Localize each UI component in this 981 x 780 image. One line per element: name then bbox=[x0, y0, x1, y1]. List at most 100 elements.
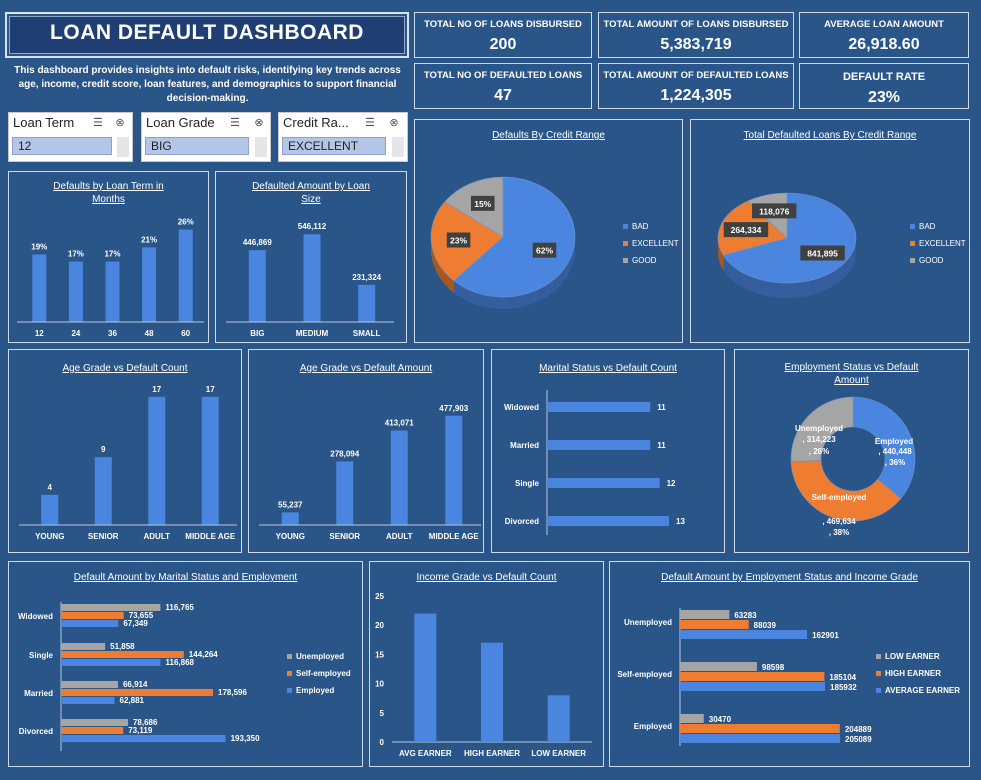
slicer-title: Loan Grade bbox=[146, 115, 215, 130]
data-label: 17 bbox=[152, 385, 161, 394]
data-label: 17% bbox=[68, 250, 84, 259]
data-label: 193,350 bbox=[231, 734, 260, 743]
data-label: , 440,448 bbox=[878, 447, 912, 456]
multi-select-icon[interactable]: ☰ bbox=[365, 117, 375, 129]
data-label: 21% bbox=[141, 235, 157, 244]
slicer-scrollbar[interactable] bbox=[392, 137, 404, 157]
data-label: 264,334 bbox=[731, 225, 762, 235]
kpi-value: 47 bbox=[494, 87, 512, 104]
legend-swatch bbox=[287, 671, 292, 676]
bar bbox=[680, 714, 704, 723]
y-tick-label: 20 bbox=[375, 621, 384, 630]
donut-slice bbox=[852, 396, 916, 499]
slicer-scrollbar[interactable] bbox=[117, 137, 129, 157]
legend-label: HIGH EARNER bbox=[885, 669, 941, 678]
bar bbox=[680, 734, 840, 743]
bar bbox=[61, 697, 115, 704]
category-label: Self-employed bbox=[617, 670, 672, 679]
clear-filter-icon[interactable]: ⊗ bbox=[254, 117, 264, 129]
data-label-box bbox=[723, 222, 769, 238]
bar bbox=[680, 630, 808, 639]
slicer-item[interactable]: 12 bbox=[12, 137, 112, 155]
bar bbox=[41, 494, 59, 525]
kpi-value: 23% bbox=[867, 89, 901, 106]
chart-title: Defaults By Credit Range bbox=[492, 130, 605, 141]
bar bbox=[61, 659, 161, 666]
donut-slice bbox=[790, 460, 902, 522]
slicer-item[interactable]: EXCELLENT bbox=[282, 137, 386, 155]
y-tick-label: 15 bbox=[375, 650, 384, 659]
data-label: 51,858 bbox=[110, 642, 135, 651]
data-label: Self-​employed bbox=[812, 493, 867, 502]
chart-title: Total Defaulted Loans By Credit Range bbox=[743, 130, 917, 141]
data-label: , 38% bbox=[829, 528, 849, 537]
data-label: 23% bbox=[450, 236, 467, 246]
legend-swatch bbox=[623, 241, 628, 246]
bar bbox=[680, 610, 730, 619]
slicer-scrollbar[interactable] bbox=[255, 137, 267, 157]
chart-income-count: 0 5 10 15 20 25 AVG EARNER HIGH EARNER LOW EARNE… bbox=[375, 592, 592, 758]
bar bbox=[547, 478, 660, 488]
legend-label: GOOD bbox=[632, 256, 657, 265]
bar bbox=[61, 612, 124, 619]
data-label: 116,868 bbox=[165, 658, 194, 667]
bar bbox=[105, 261, 120, 322]
data-label: 17% bbox=[104, 250, 120, 259]
kpi-total-amount: TOTAL AMOUNT OF LOANS DISBURSED 5,383,71… bbox=[598, 12, 794, 58]
y-tick-label: 0 bbox=[380, 738, 385, 747]
chart-credit-pie: 62% 23% 15% BAD EXCELLENT GOOD bbox=[430, 176, 679, 309]
clear-filter-icon[interactable]: ⊗ bbox=[115, 117, 125, 129]
bar bbox=[680, 682, 826, 691]
data-label: , 314,223 bbox=[802, 435, 836, 444]
panel-income-count: Income Grade vs Default Count 0 5 10 15 20 25… bbox=[369, 561, 604, 767]
legend-swatch bbox=[287, 688, 292, 693]
category-label: BIG bbox=[250, 329, 264, 338]
chart-loan-term: 19% 12 17% 24 17% 36 21% 48 26% 60 bbox=[17, 218, 204, 338]
legend-swatch bbox=[876, 654, 881, 659]
kpi-value: 5,383,719 bbox=[660, 36, 732, 53]
category-label: ADULT bbox=[386, 532, 413, 541]
donut-slice bbox=[790, 396, 854, 462]
category-label: 60 bbox=[181, 329, 190, 338]
clear-filter-icon[interactable]: ⊗ bbox=[389, 117, 399, 129]
data-label-box bbox=[446, 232, 471, 248]
dashboard-description: This dashboard provides insights into de… bbox=[14, 65, 401, 104]
panel-employment-donut: Employment Status vs Default Amount Empl… bbox=[734, 349, 969, 553]
category-label: Widowed bbox=[504, 403, 539, 412]
legend-label: LOW EARNER bbox=[885, 652, 940, 661]
bar bbox=[680, 672, 825, 681]
panel-credit-pie: Defaults By Credit Range 62% 23% 15% BAD EXC… bbox=[414, 119, 683, 343]
chart-title: Default Amount by Employment Status and … bbox=[661, 572, 918, 583]
multi-select-icon[interactable]: ☰ bbox=[93, 117, 103, 129]
data-label: 26% bbox=[178, 218, 194, 227]
chart-title: Age Grade vs Default Amount bbox=[299, 363, 433, 374]
slicer-loan-grade: Loan Grade ☰ ⊗ BIG bbox=[141, 112, 271, 162]
slicer-loan-term: Loan Term ☰ ⊗ 12 bbox=[8, 112, 133, 162]
category-label: SENIOR bbox=[329, 532, 360, 541]
multi-select-icon[interactable]: ☰ bbox=[230, 117, 240, 129]
slicer-item[interactable]: BIG bbox=[145, 137, 249, 155]
legend-label: GOOD bbox=[919, 256, 944, 265]
bar bbox=[547, 440, 651, 450]
category-label: Single bbox=[515, 479, 540, 488]
bar bbox=[61, 719, 128, 726]
data-label: 841,895 bbox=[807, 249, 838, 259]
kpi-label: TOTAL NO OF DEFAULTED LOANS bbox=[423, 70, 583, 81]
data-label: 204889 bbox=[845, 725, 872, 734]
bar bbox=[680, 662, 757, 671]
data-label: 178,596 bbox=[218, 688, 247, 697]
category-label: 36 bbox=[108, 329, 117, 338]
y-tick-label: 10 bbox=[375, 680, 384, 689]
data-label: 477,903 bbox=[439, 404, 468, 413]
kpi-value: 26,918.60 bbox=[848, 36, 920, 53]
category-label: MEDIUM bbox=[296, 329, 329, 338]
chart-title: Income Grade vs Default Count bbox=[416, 572, 557, 583]
data-label: 62,881 bbox=[120, 696, 145, 705]
data-label: 9 bbox=[101, 445, 106, 454]
category-label: SMALL bbox=[353, 329, 381, 338]
bar bbox=[61, 643, 106, 650]
legend-swatch bbox=[876, 671, 881, 676]
data-label: 116,765 bbox=[165, 603, 194, 612]
